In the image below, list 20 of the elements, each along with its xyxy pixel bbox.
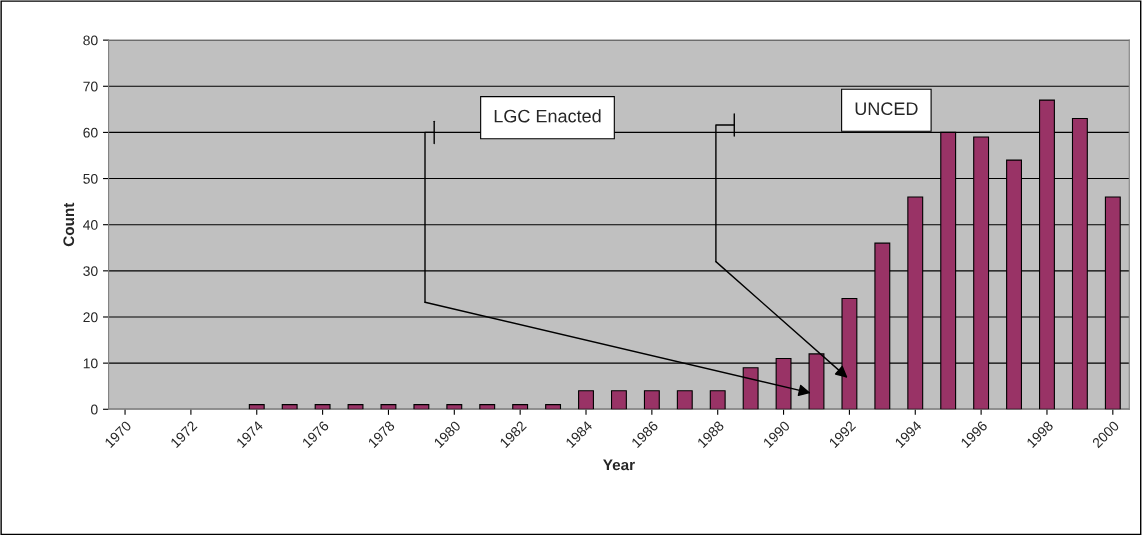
bar xyxy=(347,404,364,410)
bar xyxy=(545,404,562,410)
y-tick-label: 0 xyxy=(90,404,98,415)
y-tick-label: 40 xyxy=(83,220,98,230)
y-tick-label: 70 xyxy=(83,81,98,92)
x-axis-title: Year xyxy=(603,459,635,471)
y-tick-label: 60 xyxy=(83,127,98,138)
bar xyxy=(676,390,693,410)
y-tick-label: 30 xyxy=(83,266,98,277)
bar xyxy=(413,404,430,410)
y-tick-label: 50 xyxy=(83,173,98,184)
bar xyxy=(610,390,627,410)
y-tick-label: 80 xyxy=(83,35,98,46)
y-tick-label: 20 xyxy=(83,312,98,323)
bar xyxy=(281,404,298,410)
y-tick-label: 10 xyxy=(83,358,98,369)
annotation: UNCED xyxy=(855,102,918,116)
y-axis-title: Count xyxy=(63,202,75,247)
bar xyxy=(479,404,496,410)
annotation: LGC Enacted xyxy=(494,109,601,123)
